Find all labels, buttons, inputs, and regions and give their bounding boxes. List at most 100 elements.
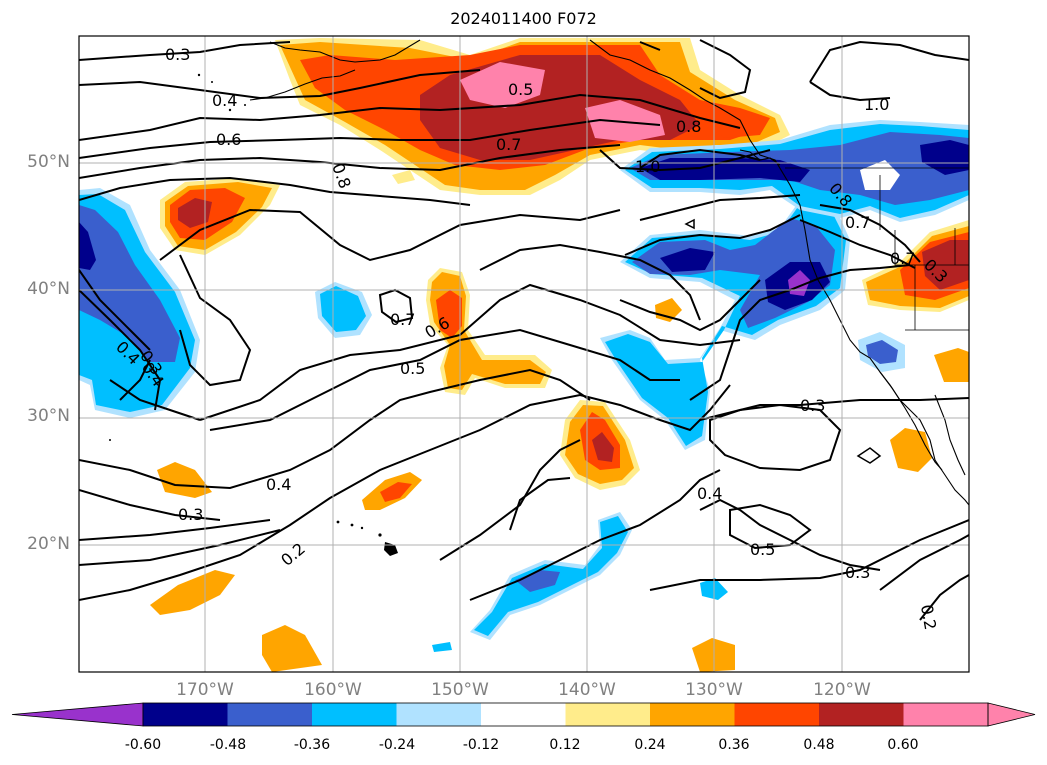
coast-alaska — [269, 39, 421, 63]
colorbar-bin — [481, 703, 566, 726]
fill-central-red — [436, 290, 462, 338]
positive-anomaly-fills — [150, 38, 969, 672]
contour-label: 0.7 — [496, 135, 521, 154]
colorbar-tick: 0.48 — [803, 737, 835, 753]
contour-hook — [109, 379, 201, 421]
contour-05-loop — [729, 503, 812, 550]
contour-alaska-loop2 — [639, 41, 661, 51]
contour-right-10b — [809, 81, 891, 102]
contour-03-d — [699, 397, 969, 421]
contour-label: 0.7 — [390, 310, 415, 329]
contour-wpac-loop — [119, 359, 151, 401]
contour-top-2 — [79, 69, 481, 100]
contour-top-6 — [79, 176, 471, 206]
contour-label: 0.7 — [890, 249, 915, 268]
contour-02 — [79, 384, 731, 601]
lat-label-30n: 30°N — [27, 406, 70, 426]
lat-label-20n: 20°N — [27, 534, 70, 554]
contour-top-1 — [79, 41, 291, 61]
contour-04-c — [469, 469, 721, 601]
contour-label: 0.5 — [508, 80, 533, 99]
colorbar-bin — [312, 703, 397, 726]
lon-label-120w: 120°W — [813, 680, 871, 700]
colorbar — [11, 702, 1036, 727]
contour-e-2 — [689, 264, 911, 401]
contour-10 — [639, 148, 761, 169]
colorbar-tick: -0.36 — [293, 737, 331, 753]
colorbar-bin — [734, 703, 820, 726]
colorbar-bin — [650, 703, 735, 726]
contour-05 — [199, 283, 741, 421]
contour-05-c — [699, 498, 881, 571]
colorbar-extend-low — [11, 702, 144, 727]
fill-s-blue — [515, 570, 560, 592]
fill-pnw-navy — [640, 158, 810, 182]
fill-gulf-alaska-red-small — [700, 100, 770, 138]
contour-west-1 — [159, 208, 621, 262]
contour-top-4 — [79, 118, 661, 159]
contour-lines — [79, 39, 969, 621]
lat-label-40n: 40°N — [27, 279, 70, 299]
contour-ca-2 — [799, 219, 916, 269]
colorbar-bin — [227, 703, 313, 726]
contour-top-5 — [79, 144, 621, 179]
contour-mid-1 — [639, 194, 801, 221]
contour-label: 1.0 — [635, 157, 660, 176]
fill-south-orange — [150, 570, 235, 615]
fill-west-blue — [79, 205, 180, 362]
lon-label-130w: 130°W — [685, 680, 743, 700]
fill-small-yellow — [392, 170, 415, 184]
contour-right-10 — [809, 40, 969, 83]
colorbar-tick: 0.36 — [718, 737, 750, 753]
lon-label-170w: 170°W — [176, 680, 234, 700]
contour-label: 0.2 — [917, 603, 940, 631]
lon-label-140w: 140°W — [558, 680, 616, 700]
colorbar-tick: 0.24 — [634, 737, 666, 753]
colorbar-tick: -0.12 — [462, 737, 500, 753]
contour-07 — [79, 269, 151, 351]
contour-label: 0.8 — [676, 117, 701, 136]
contour-06 — [79, 289, 162, 411]
coast-baja — [879, 371, 943, 471]
fill-e-navy — [660, 248, 715, 272]
coast-alaska-se — [589, 39, 969, 506]
colorbar-tick: -0.60 — [124, 737, 162, 753]
contour-03-b — [79, 519, 271, 541]
contour-03-e — [649, 519, 969, 591]
fill-pnw-navy2 — [920, 140, 969, 175]
contour-05-b — [509, 477, 571, 531]
contour-03-a — [79, 489, 221, 521]
negative-anomaly-fills — [79, 120, 969, 652]
colorbar-tick: 0.12 — [549, 737, 581, 753]
fill-gulf-alaska-pink2 — [585, 100, 665, 142]
colorbar-bin — [903, 703, 989, 726]
fill-sw-orange — [157, 462, 212, 498]
fill-west-navy — [79, 222, 96, 270]
fill-s-cyan3 — [432, 642, 452, 652]
contour-label: 0.3 — [165, 45, 190, 64]
lon-label-150w: 150°W — [431, 680, 489, 700]
colorbar-tick: -0.48 — [209, 737, 247, 753]
colorbar-bin — [143, 703, 228, 726]
contour-label: 0.7 — [845, 213, 870, 232]
contour-label: 1.0 — [864, 95, 889, 114]
contour-03-c — [439, 439, 581, 561]
fill-gulf-alaska-pink1 — [460, 62, 545, 108]
map-border — [78, 35, 970, 673]
contour-loop-cbig — [479, 243, 701, 321]
contour-e-1 — [619, 279, 761, 332]
fill-mex-orange — [934, 348, 969, 382]
lon-label-160w: 160°W — [304, 680, 362, 700]
contour-02-b — [879, 534, 969, 591]
contour-label: 0.5 — [400, 359, 425, 378]
contour-ca-1 — [819, 204, 921, 263]
contour-label: 0.4 — [266, 475, 291, 494]
fill-wpac-darkred — [178, 198, 212, 228]
contour-04-a — [79, 368, 591, 490]
coast-gulf-cal — [934, 394, 966, 476]
contour-label: 0.3 — [178, 505, 203, 524]
colorbar-bin — [819, 703, 904, 726]
colorbar-outline — [142, 702, 989, 727]
fill-ca-blue — [866, 340, 898, 364]
